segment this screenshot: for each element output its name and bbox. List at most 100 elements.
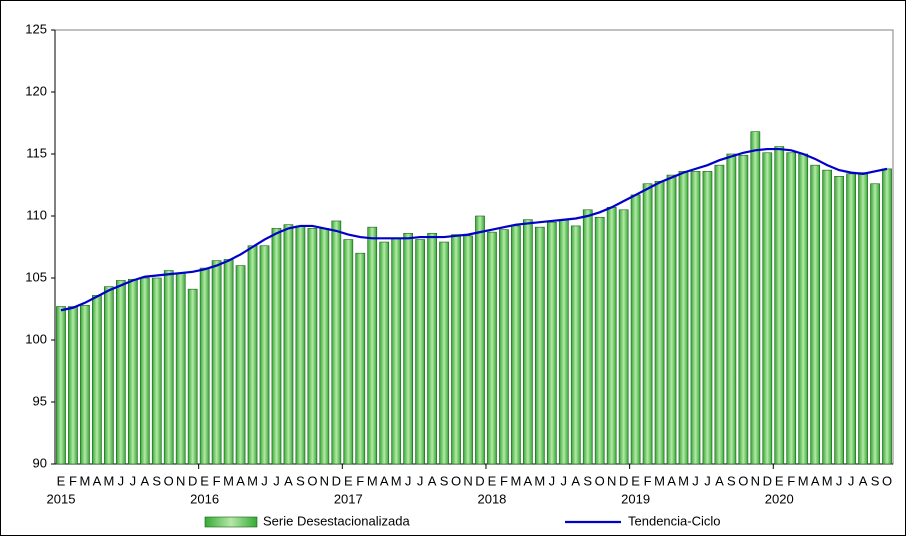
bar [882,168,892,465]
x-tick-label: D [619,473,628,488]
x-tick-label: M [367,473,378,488]
bar [570,225,581,465]
bar [127,278,138,465]
x-tick-label: M [678,473,689,488]
x-tick-label: S [727,473,736,488]
x-tick-label: D [475,473,484,488]
x-tick-label: J [549,473,556,488]
y-tick-label: 125 [25,21,47,36]
year-label: 2016 [190,491,219,506]
x-tick-label: O [164,473,174,488]
x-tick-label: N [176,473,185,488]
x-tick-label: O [451,473,461,488]
bar [259,245,270,465]
x-tick-label: O [595,473,605,488]
x-tick-label: M [247,473,258,488]
bar [56,306,66,465]
year-label: 2019 [621,491,650,506]
bar [439,241,449,465]
x-tick-label: N [320,473,329,488]
bar [594,216,605,465]
x-tick-label: A [380,473,389,488]
x-tick-label: J [692,473,699,488]
x-tick-label: F [787,473,795,488]
legend-label: Tendencia-Ciclo [628,513,721,528]
x-tick-label: A [236,473,245,488]
bar [367,226,378,465]
bar [235,265,246,465]
x-tick-label: N [751,473,760,488]
x-tick-label: O [738,473,748,488]
x-tick-label: E [344,473,353,488]
x-tick-label: A [811,473,820,488]
x-tick-label: S [296,473,305,488]
year-label: 2020 [765,491,794,506]
x-tick-label: A [284,473,293,488]
bar [80,304,90,465]
bar [666,174,677,465]
y-tick-label: 100 [25,331,47,346]
x-tick-label: O [307,473,317,488]
x-tick-label: F [644,473,652,488]
x-tick-label: D [188,473,197,488]
bar [163,270,174,465]
x-tick-label: J [118,473,125,488]
x-tick-label: J [130,473,137,488]
x-tick-label: A [524,473,533,488]
x-tick-label: E [631,473,640,488]
bar [247,245,258,465]
bar [475,215,485,465]
bar [630,194,641,465]
x-tick-label: F [500,473,508,488]
bar [463,235,473,465]
x-tick-label: S [440,473,449,488]
year-label: 2017 [334,491,363,506]
x-tick-label: J [836,473,843,488]
x-tick-label: E [57,473,66,488]
x-tick-label: J [405,473,412,488]
bar [68,306,78,465]
bar [738,154,749,465]
x-tick-label: F [213,473,221,488]
x-tick-label: A [667,473,676,488]
bar [199,267,210,465]
bar [355,252,366,465]
bar [523,219,533,465]
x-tick-label: O [882,473,892,488]
trend-line [60,147,888,312]
x-tick-label: A [715,473,724,488]
bar [451,234,461,465]
bar [139,277,150,465]
bar [606,207,617,465]
x-tick-label: A [428,473,437,488]
bar [307,228,318,465]
year-label: 2015 [47,491,76,506]
bar [283,224,294,465]
bar [822,169,833,465]
bar [331,220,342,465]
x-tick-label: M [510,473,521,488]
bar [104,286,114,465]
y-tick-label: 105 [25,269,47,284]
bar [810,164,821,465]
bar [750,131,761,465]
y-tick-label: 110 [26,207,47,222]
bar [211,260,222,465]
x-tick-label: J [704,473,711,488]
bar [92,295,102,465]
x-tick-label: S [583,473,592,488]
bar [678,171,689,465]
x-tick-label: M [798,473,809,488]
bar [115,280,126,465]
y-tick-label: 120 [25,83,47,98]
bar [175,272,186,465]
bar [558,219,569,465]
bar [511,225,521,465]
x-tick-label: M [103,473,114,488]
x-tick-label: M [391,473,402,488]
bar [774,146,785,465]
bar [534,226,545,465]
x-tick-label: A [140,473,149,488]
